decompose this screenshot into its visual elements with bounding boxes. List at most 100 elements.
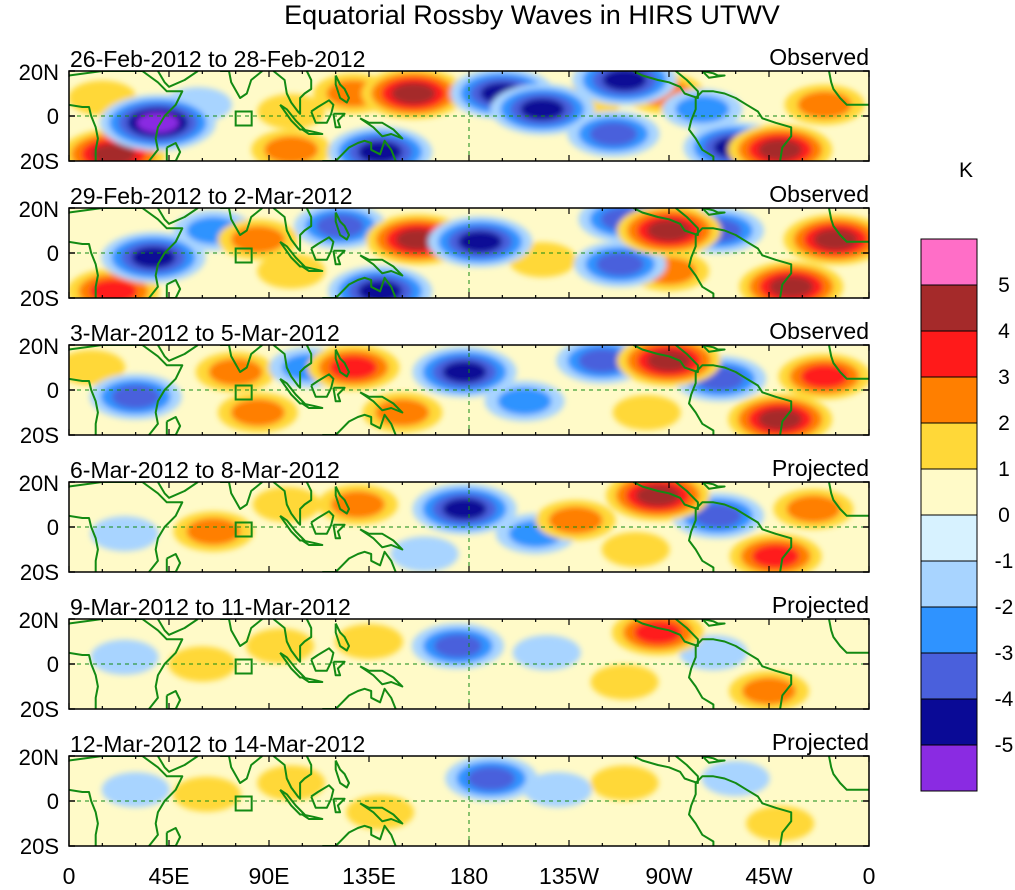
anomaly-contour: [497, 387, 552, 415]
x-tick-label: 45E: [149, 863, 190, 889]
coastline: [688, 783, 715, 846]
anomaly-contour: [316, 214, 364, 238]
y-tick-label: 0: [47, 378, 59, 403]
coastline: [632, 345, 699, 373]
colorbar-legend: K 5 4 3 2 1 0 -1 -2 -3 -4 -5: [920, 159, 1014, 792]
coastline: [332, 523, 346, 540]
anomaly-contour: [90, 516, 159, 552]
coastline: [322, 687, 397, 709]
anomaly-contour: [635, 484, 680, 507]
coastline: [69, 482, 184, 572]
coastline: [688, 509, 715, 572]
reference-box: [234, 658, 253, 675]
anomaly-contour: [758, 408, 803, 431]
coastline: [157, 71, 199, 88]
coastline: [359, 802, 404, 825]
coastline: [322, 413, 397, 435]
coastline: [688, 372, 715, 435]
map-panel: 20N 0 20S 3-Mar-2012 to 5-Mar-2012 Observed: [19, 318, 870, 448]
y-tick-label: 0: [47, 241, 59, 266]
panel-period-label: 3-Mar-2012 to 5-Mar-2012: [70, 320, 340, 346]
coastline: [220, 345, 263, 373]
coastline: [632, 619, 699, 647]
anomaly-contour: [442, 498, 487, 520]
colorbar-tick-label: 5: [998, 274, 1010, 297]
map-panel: 20N 0 20S 12-Mar-2012 to 14-Mar-2012 Project…: [19, 729, 870, 859]
anomaly-contour: [589, 122, 638, 146]
reference-box: [234, 110, 253, 127]
coastline: [69, 103, 99, 161]
coastline: [334, 760, 350, 789]
coastline: [220, 208, 263, 236]
y-tick-label: 20S: [20, 149, 59, 174]
anomaly-contour: [520, 98, 565, 121]
coastline: [301, 402, 324, 409]
x-tick-label: 45W: [745, 863, 793, 889]
coastline: [332, 249, 346, 266]
coastline: [272, 619, 313, 663]
x-tick-label: 135W: [539, 863, 599, 889]
x-tick-label: 135E: [342, 863, 396, 889]
panel-status-label: Projected: [772, 729, 869, 755]
anomaly-contour: [257, 93, 326, 130]
coastline: [310, 784, 335, 809]
colorbar-tick-label: -3: [995, 642, 1014, 665]
anomaly-contour: [602, 71, 647, 91]
colorbar-tick-label: 0: [998, 504, 1010, 527]
coastline: [69, 345, 184, 435]
anomaly-contour: [694, 503, 742, 528]
anomaly-contour: [434, 634, 482, 658]
reference-box: [234, 795, 253, 812]
coastline: [701, 756, 726, 764]
anomaly-contour: [647, 349, 691, 372]
colorbar-swatch: [920, 284, 978, 332]
coastline: [332, 112, 346, 129]
panel-period-label: 6-Mar-2012 to 8-Mar-2012: [70, 457, 340, 483]
coastline: [828, 482, 869, 517]
colorbar-swatch: [920, 468, 978, 516]
y-tick-label: 20N: [19, 197, 59, 222]
coastline: [272, 345, 313, 389]
anomaly-contour: [230, 398, 285, 427]
y-tick-label: 20S: [20, 286, 59, 311]
coastline: [310, 510, 335, 535]
anomaly-contour: [442, 361, 487, 383]
coastline: [220, 482, 263, 510]
coastline: [359, 665, 404, 688]
coastline: [828, 345, 869, 380]
anomaly-contour: [578, 348, 627, 373]
coastline: [322, 139, 397, 161]
colorbar-tick-label: -5: [995, 734, 1014, 757]
coastline: [332, 660, 346, 677]
coastline: [701, 619, 726, 627]
anomaly-contour: [390, 536, 459, 572]
coastline: [165, 142, 182, 161]
y-tick-label: 20S: [20, 423, 59, 448]
anomaly-contour: [186, 517, 241, 546]
coastline: [165, 553, 182, 572]
colorbar-swatch: [920, 422, 978, 470]
anomaly-contour: [523, 772, 592, 808]
coastline: [310, 99, 335, 124]
anomaly-contour: [786, 495, 841, 523]
anomaly-contour: [800, 364, 849, 389]
anomaly-contour: [601, 531, 670, 568]
coastline: [69, 619, 184, 709]
coastline: [301, 128, 324, 135]
y-tick-label: 20S: [20, 697, 59, 722]
y-tick-label: 0: [47, 652, 59, 677]
coastline: [332, 386, 346, 403]
coastline: [69, 514, 99, 572]
colorbar-tick-label: 1: [998, 458, 1010, 481]
coastline: [165, 279, 182, 298]
coastline: [694, 364, 793, 435]
colorbar-tick-label: 4: [998, 320, 1010, 343]
coastline: [310, 236, 335, 261]
anomaly-contour: [246, 628, 315, 664]
anomaly-contour: [458, 230, 503, 253]
anomaly-contour: [467, 766, 515, 791]
coastline: [301, 539, 324, 546]
coastline: [694, 90, 793, 161]
coastline: [632, 71, 699, 99]
